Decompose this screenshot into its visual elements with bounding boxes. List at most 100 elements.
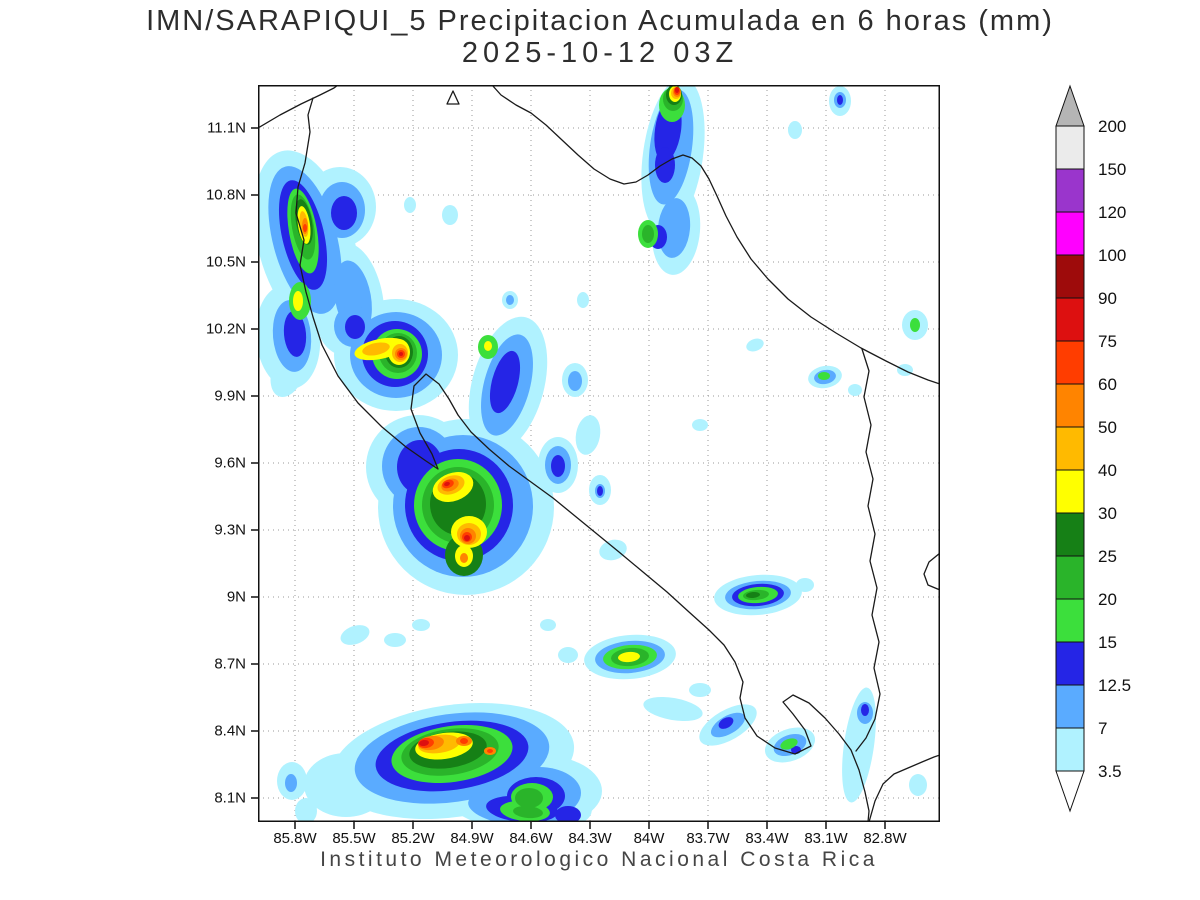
y-axis-label: 10.5N — [205, 253, 246, 271]
colorbar-segment — [1055, 125, 1085, 170]
colorbar-arrow-top — [1055, 84, 1085, 127]
precip-cell — [796, 578, 814, 592]
colorbar-label: 60 — [1098, 375, 1117, 394]
coastline — [491, 85, 940, 385]
precip-cell — [597, 486, 603, 496]
colorbar-segment — [1055, 340, 1085, 385]
coastline — [446, 90, 460, 105]
x-axis-label: 85.5W — [332, 830, 376, 847]
precip-cell — [837, 95, 843, 105]
colorbar-arrow-bottom — [1055, 770, 1085, 813]
precip-cell — [861, 704, 869, 716]
precip-cell — [618, 651, 640, 663]
precip-cell — [692, 419, 708, 431]
colorbar-label: 20 — [1098, 590, 1117, 609]
colorbar-label: 25 — [1098, 547, 1117, 566]
title-line-1: IMN/SARAPIQUI_5 Precipitacion Acumulada … — [146, 5, 1054, 37]
precip-cell — [848, 384, 862, 396]
x-axis-label: 85.8W — [273, 830, 317, 847]
precip-cell — [558, 647, 578, 663]
map-canvas — [251, 85, 940, 829]
precip-cell — [643, 696, 703, 722]
precip-cell — [513, 805, 543, 819]
coastline — [923, 552, 940, 591]
coastline — [868, 754, 940, 822]
colorbar-label: 100 — [1098, 246, 1126, 265]
precip-cell — [460, 553, 468, 563]
colorbar-segment — [1055, 512, 1085, 557]
precip-cell — [331, 196, 357, 230]
y-axis-label: 9.9N — [214, 387, 246, 405]
precip-cell — [599, 539, 627, 561]
colorbar-label: 90 — [1098, 289, 1117, 308]
precip-cell — [442, 205, 458, 225]
colorbar-segment — [1055, 641, 1085, 686]
precip-cell — [909, 774, 927, 796]
precip-cell — [484, 341, 492, 351]
colorbar-label: 50 — [1098, 418, 1117, 437]
precip-cell — [444, 481, 450, 487]
map-frame — [258, 85, 940, 822]
colorbar-segment — [1055, 727, 1085, 772]
x-axis-label: 84.9W — [450, 830, 494, 847]
x-axis-label: 84W — [633, 830, 665, 847]
colorbar-segment — [1055, 469, 1085, 514]
precip-cell — [399, 352, 403, 356]
precip-cell — [788, 121, 802, 139]
precip-cell — [515, 788, 543, 808]
precip-cell — [746, 591, 760, 599]
colorbar: 200 150 120 100 90 75 60 50 40 30 25 20 15 12.5 7 3.5 — [1055, 84, 1131, 813]
coastline — [855, 348, 881, 752]
y-axis-label: 10.2N — [205, 320, 246, 338]
colorbar-segment — [1055, 684, 1085, 729]
colorbar-segment — [1055, 211, 1085, 256]
precip-cell — [746, 338, 764, 352]
precip-cell — [295, 798, 317, 822]
precip-cell — [818, 372, 830, 380]
precip-cell — [675, 87, 679, 93]
precip-cell — [419, 739, 429, 747]
precip-cell — [303, 224, 307, 232]
precip-cell — [780, 738, 798, 750]
colorbar-segment — [1055, 383, 1085, 428]
colorbar-segment — [1055, 555, 1085, 600]
chart-title: IMN/SARAPIQUI_5 Precipitacion Acumulada … — [0, 5, 1200, 70]
precip-cell — [551, 455, 565, 477]
y-axis-label: 9.6N — [214, 454, 246, 472]
colorbar-segment — [1055, 254, 1085, 299]
precip-cell — [464, 535, 470, 541]
x-axis-label: 83.4W — [745, 830, 789, 847]
y-axis-label: 8.4N — [214, 722, 246, 740]
y-axis-label: 9.3N — [214, 521, 246, 539]
precip-cell — [384, 633, 406, 647]
precip-cell — [555, 806, 581, 822]
y-axis-label: 11.1N — [207, 119, 246, 137]
precip-cell — [689, 683, 711, 697]
colorbar-segment — [1055, 297, 1085, 342]
x-axis-label: 83.1W — [804, 830, 848, 847]
colorbar-label: 30 — [1098, 504, 1117, 523]
x-axis-label: 82.8W — [863, 830, 907, 847]
x-axis-label: 85.2W — [391, 830, 435, 847]
precip-cell — [362, 342, 390, 356]
precip-cell — [718, 717, 734, 729]
precip-cell — [910, 318, 920, 332]
axis-tick-marks — [251, 127, 886, 829]
y-axis-label: 8.1N — [214, 789, 246, 807]
precip-cell — [655, 147, 675, 183]
colorbar-segment — [1055, 426, 1085, 471]
colorbar-label: 7 — [1098, 719, 1107, 738]
precip-cell — [345, 315, 365, 339]
colorbar-label: 3.5 — [1098, 762, 1122, 781]
precip-cell — [657, 198, 691, 258]
precip-cell — [460, 738, 468, 744]
precip-cell — [293, 291, 303, 311]
colorbar-label: 12.5 — [1098, 676, 1131, 695]
precip-cell — [412, 619, 430, 631]
precip-cell — [489, 350, 521, 414]
footer-text: Instituto Meteorologico Nacional Costa R… — [320, 848, 878, 871]
y-axis-label: 10.8N — [205, 186, 246, 204]
colorbar-label: 40 — [1098, 461, 1117, 480]
x-axis-label: 84.6W — [509, 830, 553, 847]
